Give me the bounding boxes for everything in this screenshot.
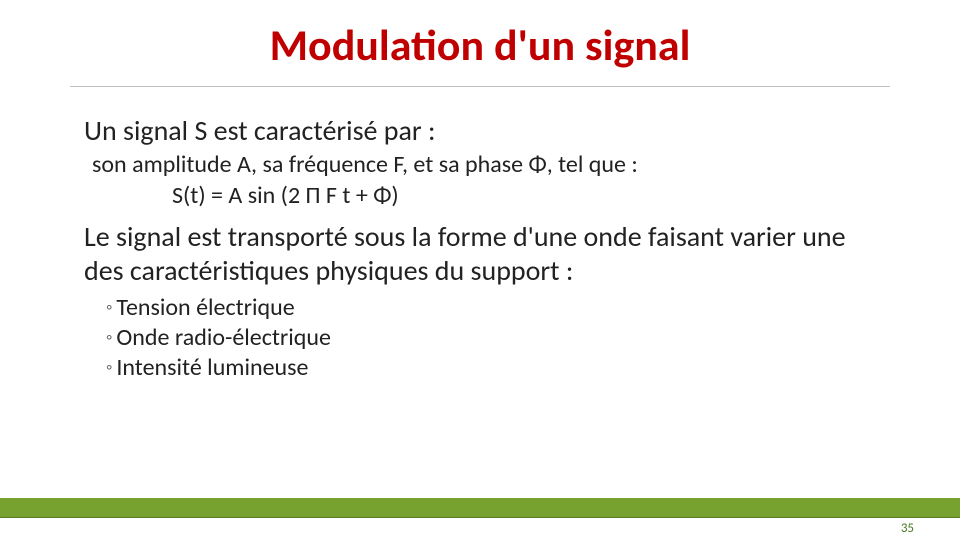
definition-line: son amplitude A, sa fréquence F, et sa p… — [92, 150, 880, 179]
bullet-list: ◦Tension électrique ◦Onde radio-électriq… — [106, 293, 880, 383]
bullet-marker-icon: ◦ — [106, 326, 112, 348]
list-item-label: Onde radio-électrique — [116, 323, 331, 352]
list-item: ◦Tension électrique — [106, 293, 880, 323]
second-paragraph: Le signal est transporté sous la forme d… — [84, 220, 880, 287]
page-number: 35 — [901, 521, 914, 536]
bullet-marker-icon: ◦ — [106, 356, 112, 378]
footer-accent-bar — [0, 498, 960, 518]
formula: S(t) = A sin (2 Π F t + Φ) — [172, 181, 880, 210]
list-item-label: Tension électrique — [116, 293, 294, 322]
list-item: ◦Intensité lumineuse — [106, 353, 880, 383]
slide-title: Modulation d'un signal — [0, 0, 960, 86]
slide-body: Un signal S est caractérisé par : son am… — [0, 87, 960, 383]
list-item-label: Intensité lumineuse — [116, 353, 308, 382]
list-item: ◦Onde radio-électrique — [106, 323, 880, 353]
slide: Modulation d'un signal Un signal S est c… — [0, 0, 960, 540]
intro-paragraph: Un signal S est caractérisé par : — [84, 113, 880, 148]
bullet-marker-icon: ◦ — [106, 296, 112, 318]
